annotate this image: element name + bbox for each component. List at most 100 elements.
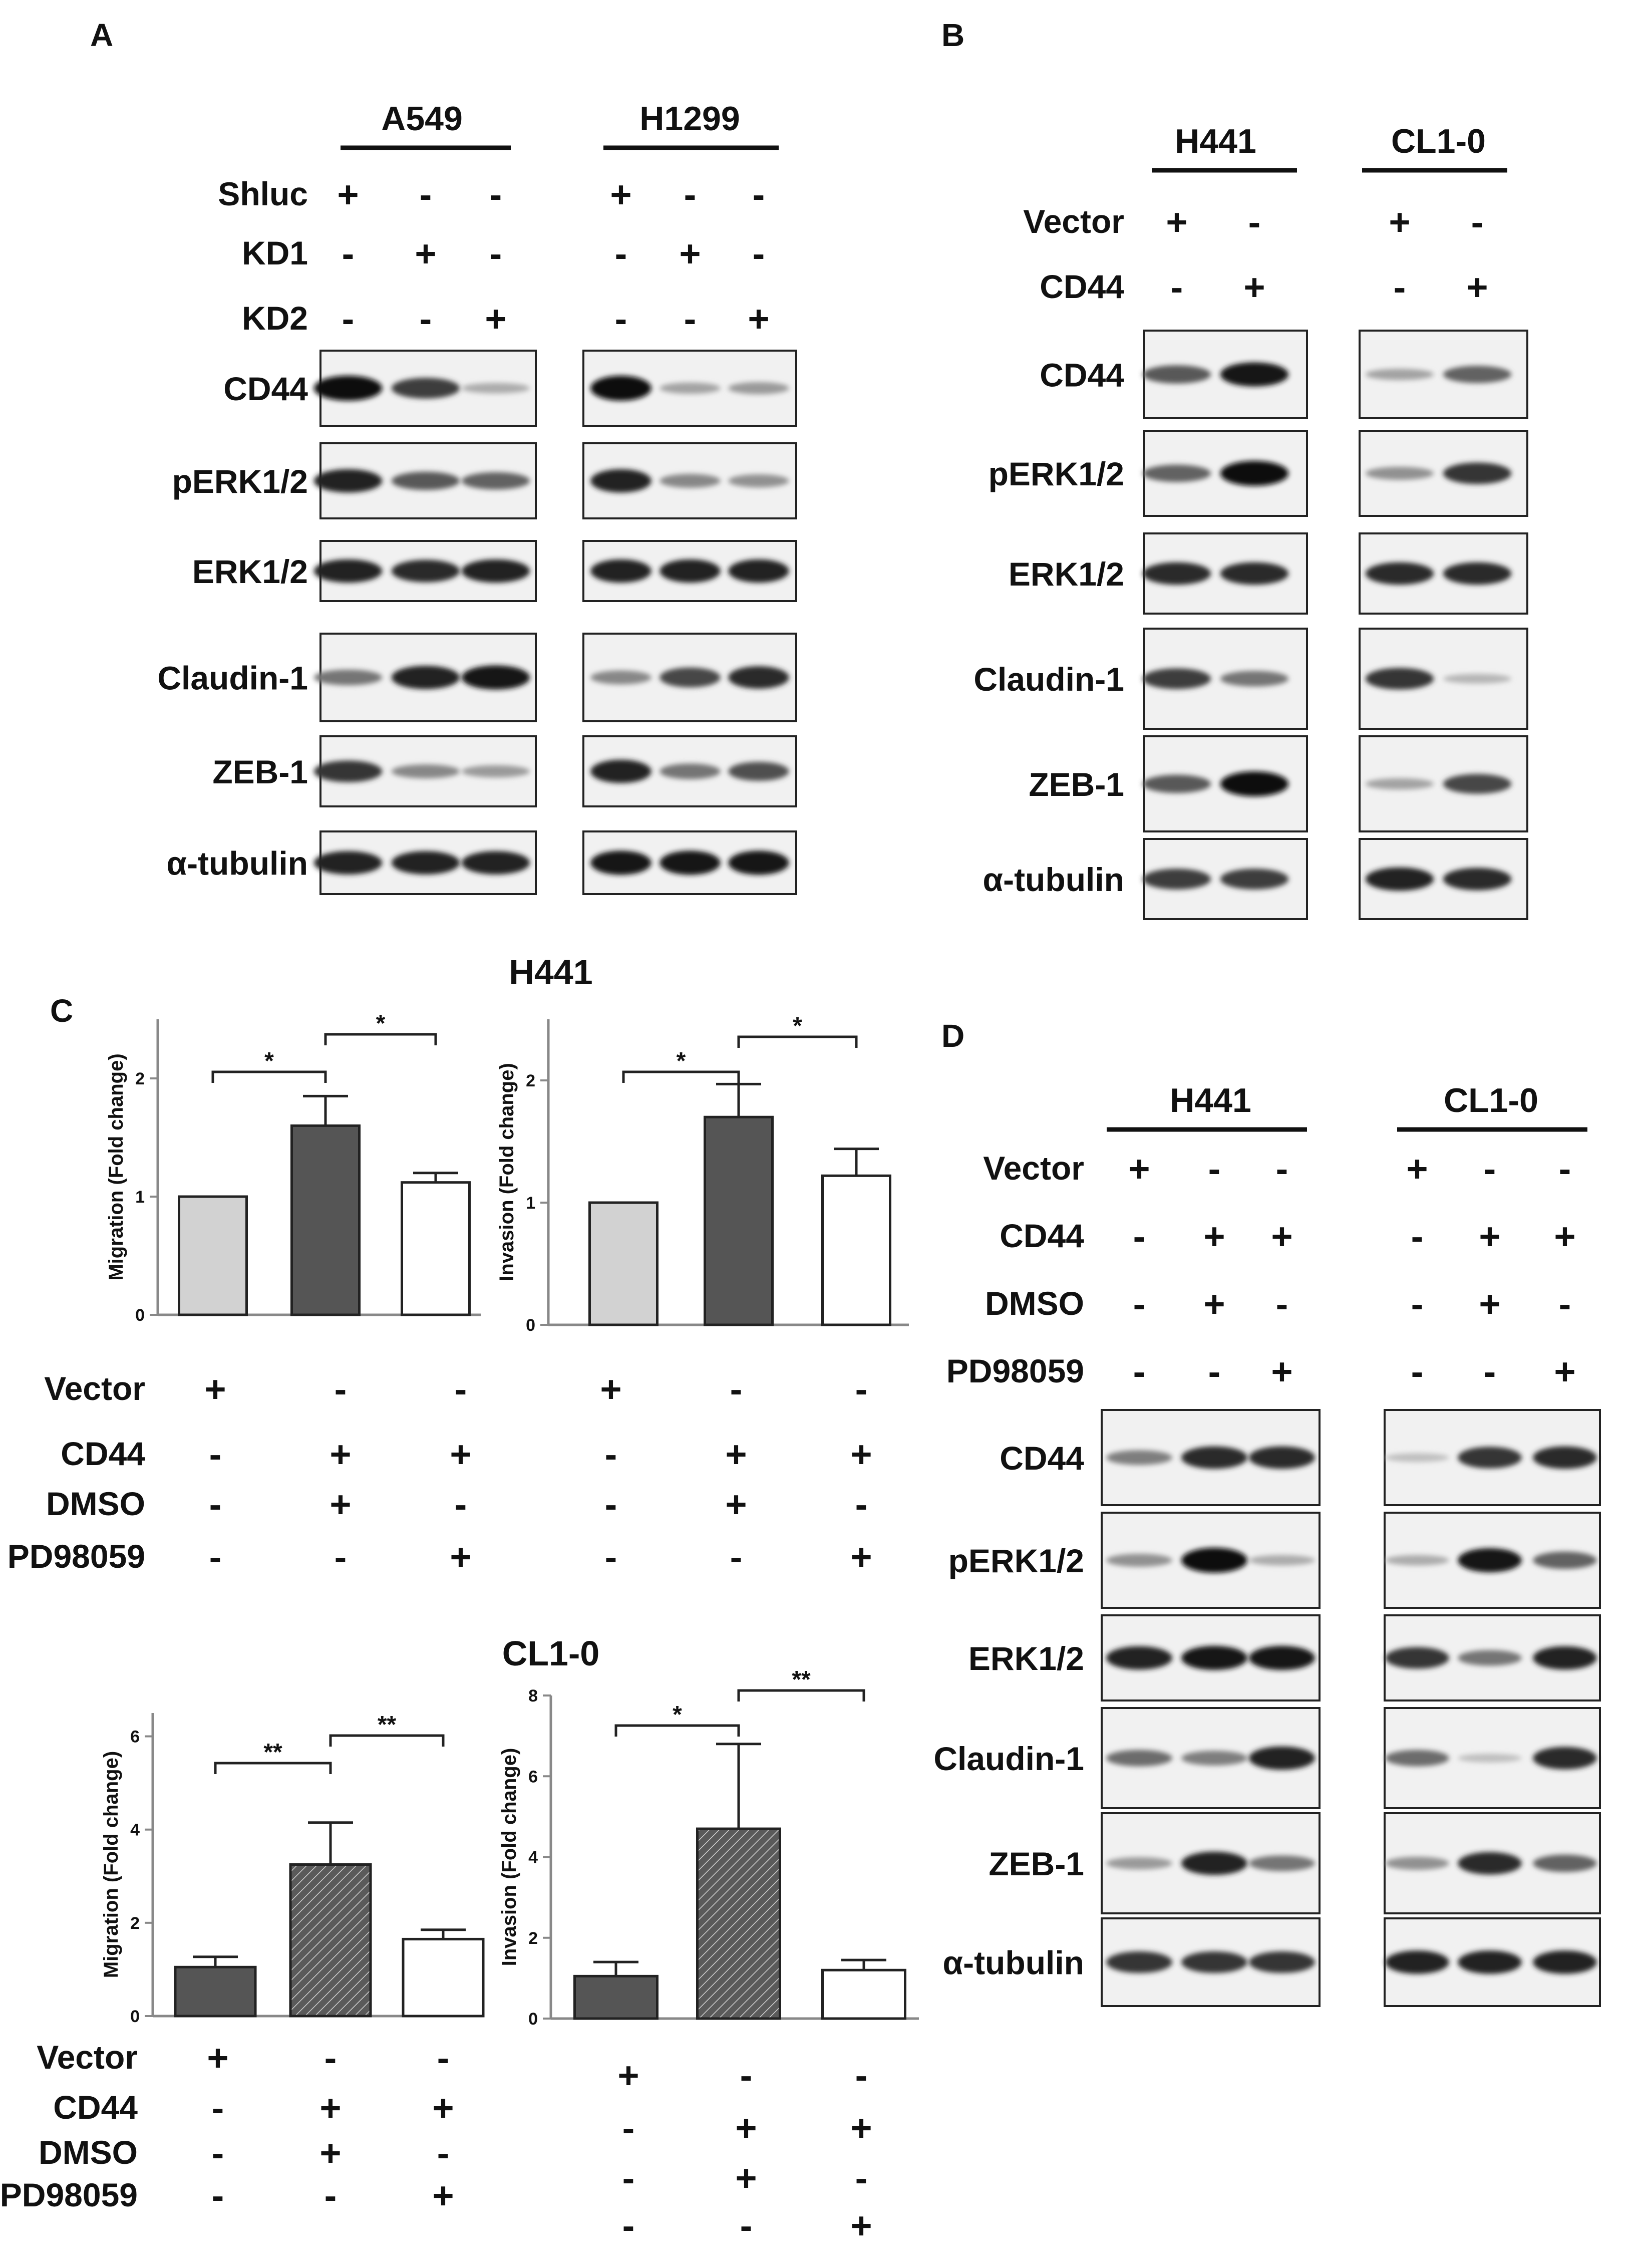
band-a-a549-perk1-2-1 bbox=[391, 471, 460, 490]
sign-d-1-3-2: + bbox=[1554, 1351, 1575, 1392]
band-a-h1299-claudin-1-2 bbox=[728, 666, 789, 689]
band-a-h1299-zeb-1-0 bbox=[590, 759, 651, 783]
band-b-h441-tubulin-0 bbox=[1142, 869, 1211, 890]
band-b-cl1-0-zeb-1-1 bbox=[1443, 774, 1512, 794]
chart-c0-significance-label-0: * bbox=[264, 1048, 274, 1074]
sign-d-0-0-0: + bbox=[1128, 1148, 1150, 1190]
chart-c0-condition-label-dmso: DMSO bbox=[46, 1485, 145, 1522]
band-a-h1299-perk1-2-0 bbox=[590, 469, 651, 493]
band-a-a549-zeb-1-2 bbox=[461, 765, 530, 778]
sign-d-0-2-1: + bbox=[1203, 1283, 1225, 1325]
chart-c2-y-tick-label-2: 2 bbox=[130, 1914, 140, 1933]
chart-c2-bar-0 bbox=[174, 1965, 257, 2018]
sign-a-0-2-1: - bbox=[420, 298, 432, 340]
band-a-h1299-erk1-2-2 bbox=[728, 559, 789, 583]
blot-label-a-perk1-2: pERK1/2 bbox=[172, 463, 308, 500]
chart-c3-sign-1-2: + bbox=[850, 2107, 872, 2149]
chart-c3-significance-label-1: ** bbox=[792, 1666, 811, 1693]
chart-c1-significance-bracket-0 bbox=[622, 1070, 740, 1083]
chart-c0-sign-2-1: + bbox=[330, 1484, 351, 1525]
cell-line-label-d-h441: H441 bbox=[1170, 1081, 1251, 1119]
chart-c2-sign-3-2: + bbox=[432, 2175, 454, 2216]
sign-a-1-2-1: - bbox=[684, 298, 697, 340]
chart-c1-sign-1-1: + bbox=[725, 1434, 747, 1475]
sign-b-0-0-0: + bbox=[1166, 201, 1187, 243]
band-d-cl1-0-claudin-1-2 bbox=[1533, 1747, 1597, 1770]
band-a-h1299-zeb-1-2 bbox=[728, 761, 789, 781]
sign-b-1-0-1: - bbox=[1471, 201, 1484, 243]
band-d-cl1-0-cd44-0 bbox=[1385, 1453, 1449, 1462]
band-d-h441-perk1-2-1 bbox=[1181, 1548, 1247, 1573]
band-a-h1299-cd44-2 bbox=[728, 382, 789, 395]
chart-c1-bar-0 bbox=[588, 1201, 659, 1326]
sign-d-1-3-0: - bbox=[1411, 1351, 1424, 1392]
blot-label-a-cd44: CD44 bbox=[223, 370, 308, 407]
band-a-a549-zeb-1-0 bbox=[313, 760, 383, 782]
chart-c3-bar-0 bbox=[573, 1974, 659, 2020]
sign-d-0-0-1: - bbox=[1208, 1148, 1221, 1190]
cell-line-label-b-cl1-0: CL1-0 bbox=[1391, 122, 1486, 160]
band-a-h1299-perk1-2-2 bbox=[728, 474, 789, 488]
chart-c2-y-tick-label-6: 6 bbox=[130, 1728, 140, 1747]
panel-letter-a: A bbox=[90, 17, 113, 53]
band-b-cl1-0-perk1-2-0 bbox=[1365, 466, 1434, 480]
sign-d-1-1-0: - bbox=[1411, 1216, 1424, 1257]
band-a-a549-cd44-2 bbox=[461, 383, 530, 394]
sign-b-0-1-1: + bbox=[1243, 266, 1265, 308]
chart-c2-condition-label-dmso: DMSO bbox=[39, 2134, 138, 2171]
band-a-a549-cd44-1 bbox=[391, 378, 460, 399]
band-d-cl1-0-zeb-1-2 bbox=[1533, 1854, 1597, 1872]
band-a-a549-tubulin-1 bbox=[391, 851, 460, 875]
band-d-cl1-0-perk1-2-0 bbox=[1385, 1555, 1449, 1566]
panel-letter-c: C bbox=[50, 993, 73, 1029]
chart-c-title-cl1-0: CL1-0 bbox=[502, 1634, 599, 1673]
band-a-h1299-erk1-2-1 bbox=[660, 559, 721, 583]
chart-c1-sign-3-0: - bbox=[605, 1536, 617, 1578]
blot-label-b-cd44: CD44 bbox=[1040, 357, 1124, 394]
chart-c2-bar-2 bbox=[402, 1937, 485, 2018]
chart-c0-sign-0-1: - bbox=[335, 1368, 347, 1410]
band-d-h441-cd44-0 bbox=[1106, 1450, 1172, 1465]
band-d-cl1-0-cd44-2 bbox=[1533, 1446, 1597, 1469]
band-b-h441-claudin-1-1 bbox=[1220, 671, 1289, 687]
band-b-h441-cd44-1 bbox=[1220, 362, 1289, 387]
band-d-h441-cd44-1 bbox=[1181, 1446, 1247, 1469]
band-a-a549-cd44-0 bbox=[313, 376, 383, 401]
band-a-h1299-claudin-1-1 bbox=[660, 667, 721, 688]
condition-label-b-vector: Vector bbox=[1023, 203, 1124, 240]
band-d-cl1-0-claudin-1-0 bbox=[1385, 1750, 1449, 1767]
sign-a-1-1-0: - bbox=[615, 233, 627, 274]
sign-d-0-0-2: - bbox=[1276, 1148, 1288, 1190]
panel-letter-b: B bbox=[941, 17, 964, 53]
chart-c3-significance-label-0: * bbox=[673, 1702, 682, 1728]
band-d-h441-claudin-1-0 bbox=[1106, 1750, 1172, 1767]
chart-c3-sign-2-2: - bbox=[855, 2157, 868, 2199]
band-d-h441-perk1-2-0 bbox=[1106, 1553, 1172, 1567]
condition-label-a-kd1: KD1 bbox=[242, 234, 308, 271]
chart-c1-sign-0-2: - bbox=[855, 1368, 868, 1410]
chart-c0-y-axis-label: Migration (Fold change) bbox=[105, 1053, 127, 1280]
chart-c3-sign-1-0: - bbox=[622, 2107, 635, 2149]
sign-a-1-1-1: + bbox=[679, 233, 701, 274]
band-d-cl1-0-claudin-1-1 bbox=[1458, 1754, 1522, 1763]
chart-c3-sign-2-0: - bbox=[622, 2157, 635, 2199]
sign-d-1-3-1: - bbox=[1484, 1351, 1496, 1392]
sign-a-0-2-0: - bbox=[342, 298, 355, 340]
band-a-h1299-tubulin-2 bbox=[728, 850, 789, 875]
band-b-cl1-0-zeb-1-0 bbox=[1365, 778, 1434, 790]
blot-label-b-zeb-1: ZEB-1 bbox=[1029, 766, 1124, 803]
band-d-h441-erk1-2-0 bbox=[1106, 1646, 1172, 1670]
band-b-cl1-0-cd44-1 bbox=[1443, 366, 1512, 383]
band-d-h441-tubulin-0 bbox=[1106, 1951, 1172, 1973]
sign-a-1-0-1: - bbox=[684, 174, 697, 215]
chart-c3-y-axis-label: Invasion (Fold change) bbox=[498, 1748, 520, 1966]
chart-c3-bar-1 bbox=[696, 1827, 781, 2020]
chart-c3-y-tick-label-8: 8 bbox=[528, 1686, 538, 1706]
band-b-h441-tubulin-1 bbox=[1220, 869, 1289, 890]
sign-d-0-1-0: - bbox=[1133, 1216, 1146, 1257]
chart-c2-condition-label-vector: Vector bbox=[37, 2039, 138, 2076]
band-d-h441-perk1-2-2 bbox=[1249, 1555, 1315, 1566]
band-b-cl1-0-erk1-2-1 bbox=[1443, 562, 1512, 585]
band-d-cl1-0-erk1-2-2 bbox=[1533, 1646, 1597, 1670]
